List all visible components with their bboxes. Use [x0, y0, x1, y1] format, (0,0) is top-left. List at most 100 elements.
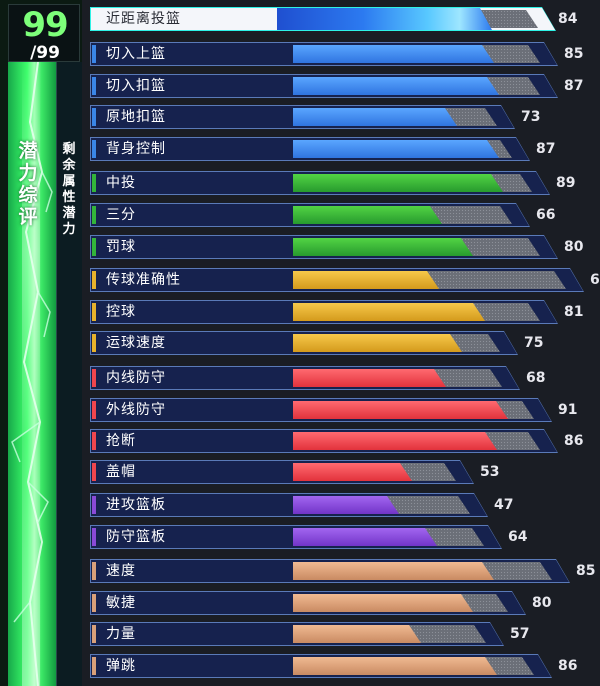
attribute-row[interactable]: 弹跳 86: [82, 650, 600, 682]
attribute-label: 控球: [106, 304, 136, 320]
attribute-label: 近距离投篮: [106, 11, 181, 27]
attribute-row[interactable]: 内线防守 68: [82, 362, 600, 394]
attribute-fill-bar: [293, 401, 508, 419]
attribute-row[interactable]: 近距离投篮 84: [82, 3, 600, 35]
attribute-label: 抢断: [106, 433, 136, 449]
attribute-fill-bar: [293, 271, 439, 289]
attribute-fill-bar: [293, 140, 499, 158]
attribute-value: 86: [558, 658, 578, 674]
attribute-category-marker: [92, 77, 96, 95]
attribute-row[interactable]: 中投 89: [82, 167, 600, 199]
attribute-fill-bar: [293, 303, 485, 321]
attribute-category-marker: [92, 140, 96, 158]
lightning-effect-icon: [11, 62, 53, 686]
attribute-fill-bar: [293, 463, 412, 481]
attribute-label: 切入扣篮: [106, 78, 166, 94]
attribute-value: 53: [480, 464, 500, 480]
attribute-row[interactable]: 防守篮板 64: [82, 521, 600, 553]
attribute-row[interactable]: 外线防守 91: [82, 394, 600, 426]
attribute-label: 进攻篮板: [106, 497, 166, 513]
attribute-label: 外线防守: [106, 402, 166, 418]
attribute-value: 64: [508, 529, 528, 545]
attribute-fill-bar: [293, 562, 494, 580]
attribute-value: 80: [532, 595, 552, 611]
attribute-category-marker: [92, 238, 96, 256]
attribute-category-marker: [92, 174, 96, 192]
attribute-fill-bar: [293, 45, 494, 63]
attribute-fill-bar: [293, 369, 446, 387]
attribute-category-marker: [92, 206, 96, 224]
attribute-fill-bar: [293, 77, 499, 95]
attribute-fill-bar: [277, 8, 492, 30]
attribute-row[interactable]: 切入上篮 85: [82, 38, 600, 70]
attribute-row[interactable]: 切入扣篮 87: [82, 70, 600, 102]
attribute-label: 运球速度: [106, 335, 166, 351]
attribute-row[interactable]: 背身控制 87: [82, 133, 600, 165]
attribute-label: 切入上篮: [106, 46, 166, 62]
attribute-fill-bar: [293, 238, 473, 256]
attribute-value: 84: [558, 11, 578, 27]
attribute-row[interactable]: 盖帽 53: [82, 456, 600, 488]
attribute-value: 80: [564, 239, 584, 255]
potential-glow-bar: [8, 62, 56, 686]
attribute-category-marker: [92, 463, 96, 481]
attribute-row[interactable]: 罚球 80: [82, 231, 600, 263]
attribute-category-marker: [92, 625, 96, 643]
attribute-fill-bar: [293, 108, 457, 126]
attribute-category-marker: [92, 528, 96, 546]
attribute-row[interactable]: 速度 85: [82, 555, 600, 587]
attribute-value: 85: [576, 563, 596, 579]
attribute-label: 力量: [106, 626, 136, 642]
attribute-value: 57: [510, 626, 530, 642]
attribute-row[interactable]: 原地扣篮 73: [82, 101, 600, 133]
attribute-row[interactable]: 运球速度 75: [82, 327, 600, 359]
attribute-label: 罚球: [106, 239, 136, 255]
attribute-value: 75: [524, 335, 544, 351]
remaining-strip: 剩余属性潜力: [56, 62, 82, 686]
attribute-fill-bar: [293, 657, 497, 675]
attribute-fill-bar: [293, 206, 442, 224]
attribute-label: 盖帽: [106, 464, 136, 480]
attribute-value: 87: [536, 141, 556, 157]
attribute-label: 弹跳: [106, 658, 136, 674]
attribute-category-marker: [92, 562, 96, 580]
attribute-row[interactable]: 抢断 86: [82, 425, 600, 457]
attribute-row[interactable]: 力量 57: [82, 618, 600, 650]
attribute-list: 近距离投篮 84 切入上篮 85 切入扣篮 87 原地扣篮 73 背身控制 87 中投 89 三分 66 罚…: [82, 0, 600, 686]
attribute-row[interactable]: 控球 81: [82, 296, 600, 328]
attribute-row[interactable]: 进攻篮板 47: [82, 489, 600, 521]
remaining-potential-label: 剩余属性潜力: [62, 142, 76, 237]
attribute-category-marker: [92, 401, 96, 419]
overall-score: 99: [22, 5, 68, 45]
overall-score-box: 99 /99: [8, 4, 80, 63]
attribute-row[interactable]: 三分 66: [82, 199, 600, 231]
attribute-category-marker: [92, 108, 96, 126]
attribute-label: 内线防守: [106, 370, 166, 386]
attribute-fill-bar: [293, 528, 437, 546]
attribute-category-marker: [92, 334, 96, 352]
attribute-category-marker: [92, 496, 96, 514]
attribute-label: 速度: [106, 563, 136, 579]
attribute-value: 91: [558, 402, 578, 418]
attribute-category-marker: [92, 10, 96, 28]
attribute-fill-bar: [293, 432, 497, 450]
attribute-fill-bar: [293, 496, 399, 514]
attribute-row[interactable]: 敏捷 80: [82, 587, 600, 619]
attribute-value: 86: [564, 433, 584, 449]
attribute-value: 89: [556, 175, 576, 191]
attribute-category-marker: [92, 303, 96, 321]
attribute-value: 85: [564, 46, 584, 62]
attribute-label: 中投: [106, 175, 136, 191]
attribute-category-marker: [92, 594, 96, 612]
attribute-label: 三分: [106, 207, 136, 223]
attribute-label: 原地扣篮: [106, 109, 166, 125]
attribute-label: 传球准确性: [106, 272, 181, 288]
attribute-row[interactable]: 传球准确性 65: [82, 264, 600, 296]
attribute-label: 敏捷: [106, 595, 136, 611]
attribute-label: 背身控制: [106, 141, 166, 157]
attribute-value: 68: [526, 370, 546, 386]
attribute-fill-bar: [293, 334, 462, 352]
potential-panel: 99 /99 潜力综评 剩余属性潜力: [0, 0, 82, 686]
attribute-category-marker: [92, 271, 96, 289]
attribute-value: 81: [564, 304, 584, 320]
